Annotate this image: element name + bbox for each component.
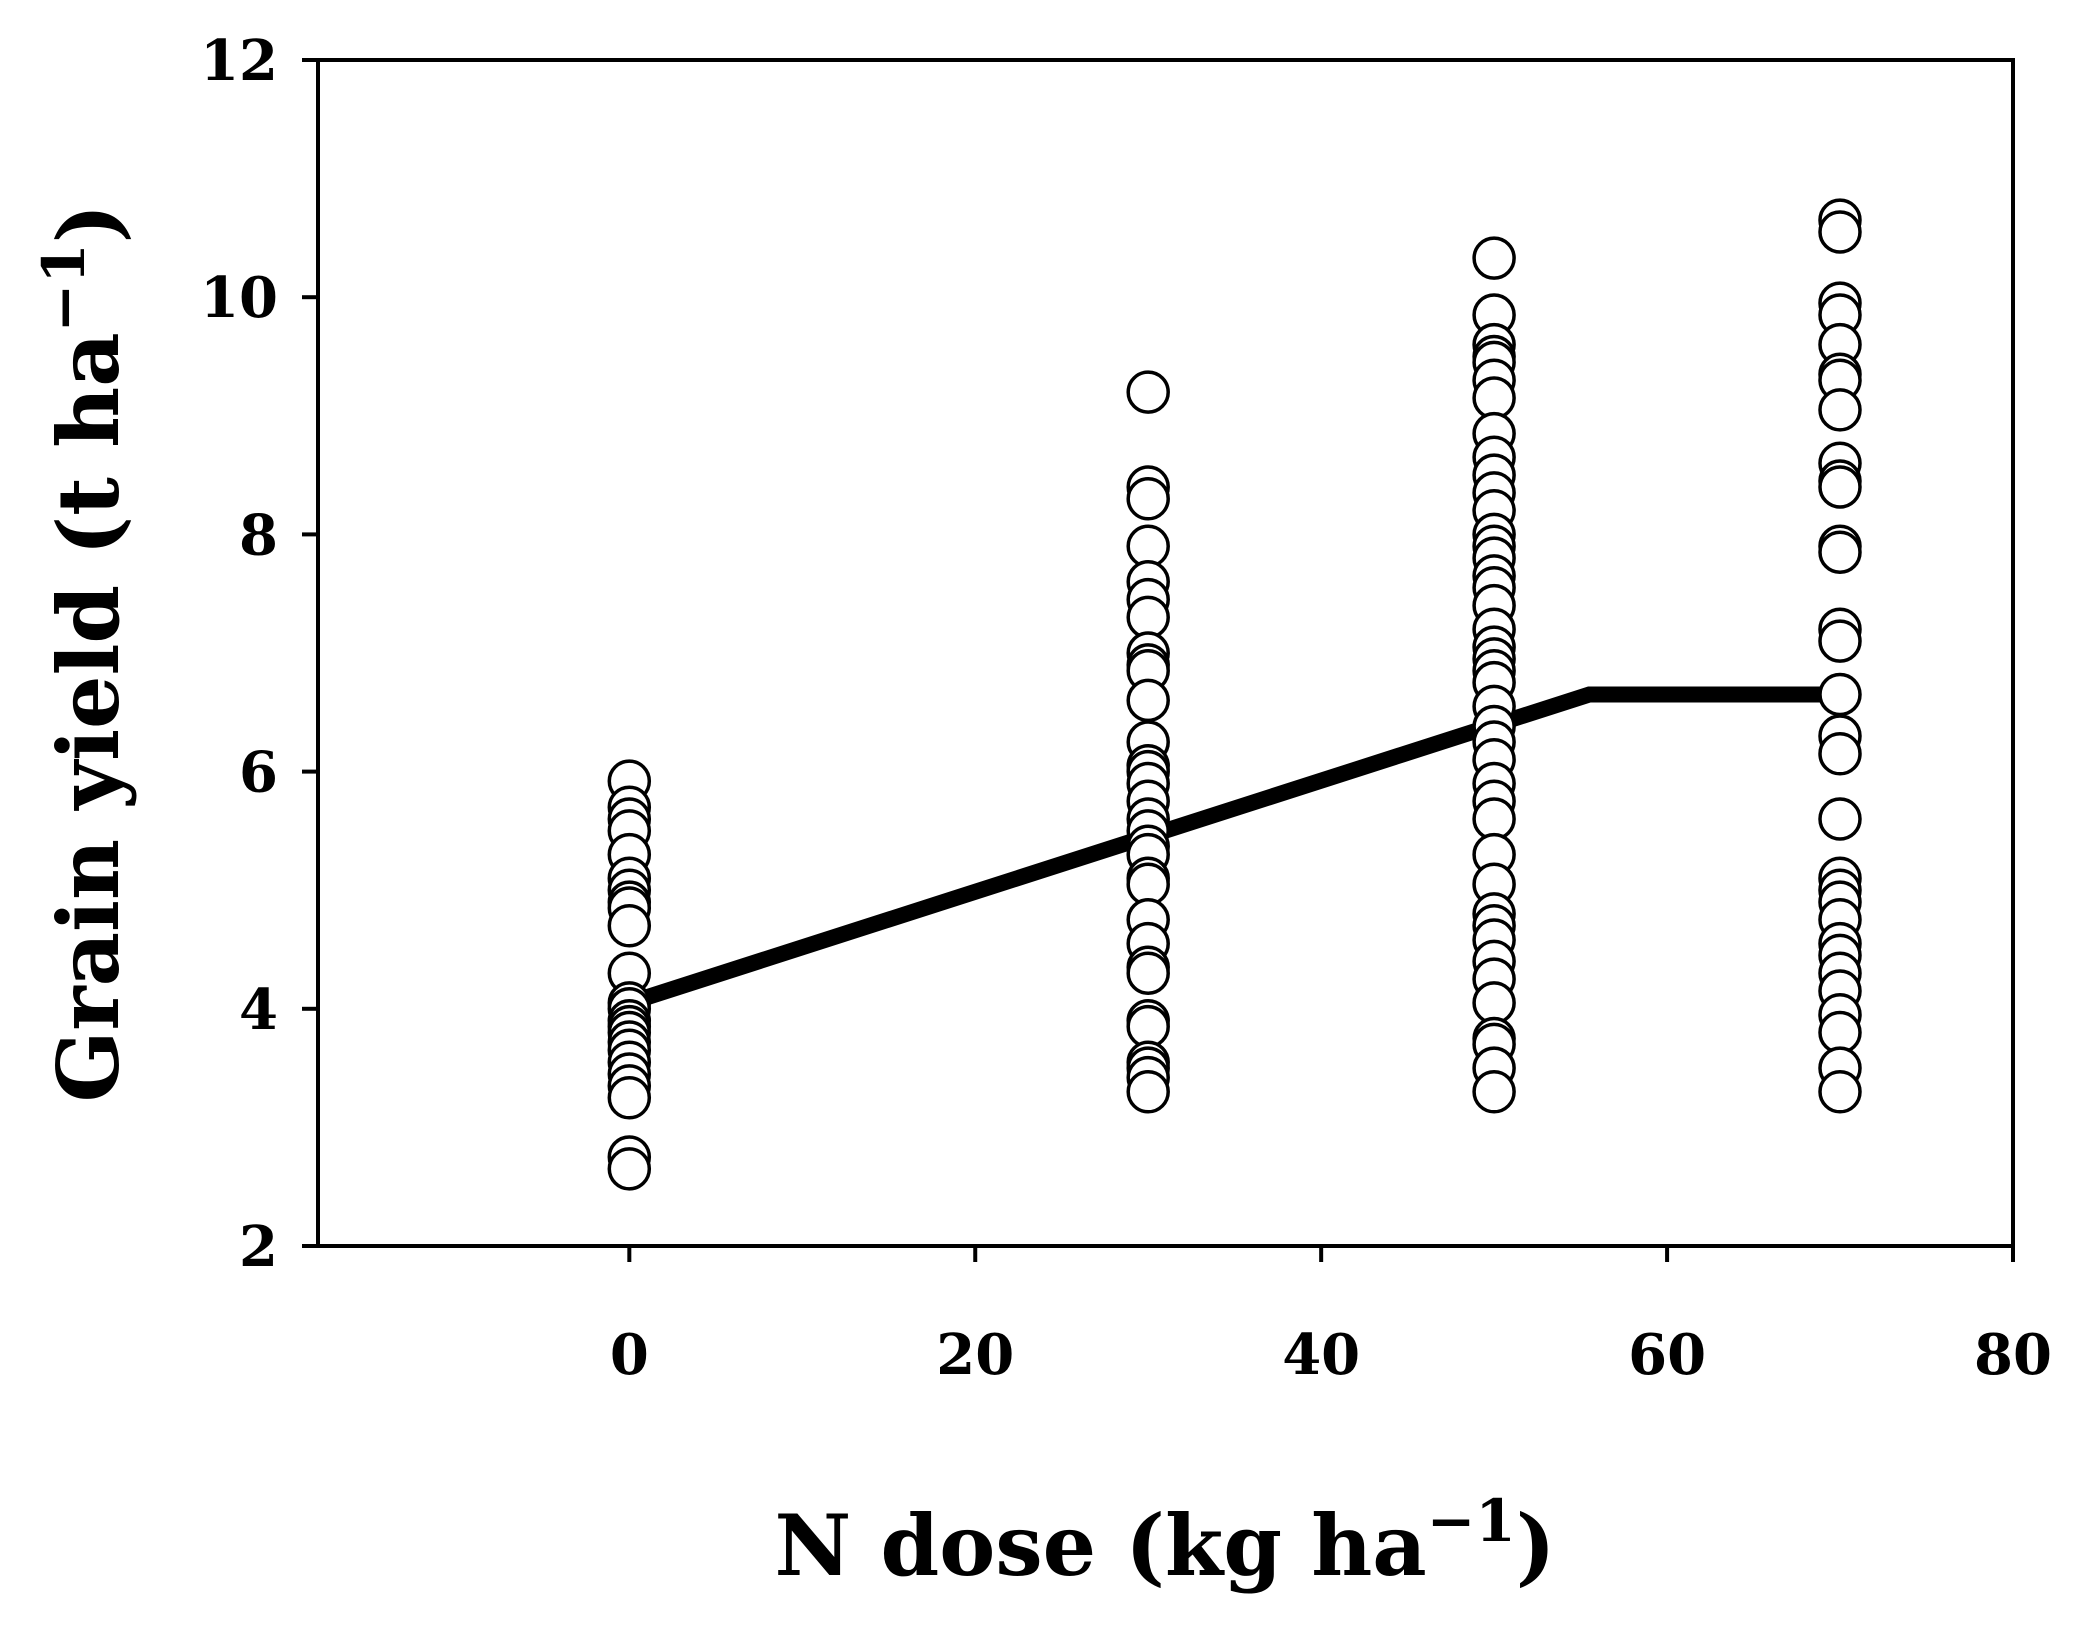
data-point xyxy=(1818,797,1862,841)
x-tick-label: 40 xyxy=(1282,1322,1360,1388)
data-point xyxy=(607,1147,652,1191)
data-point xyxy=(1818,210,1862,254)
y-tick-label: 6 xyxy=(239,740,278,806)
y-axis-title-text: Grain yield (t ha xyxy=(39,332,138,1102)
x-axis-title-sup: −1 xyxy=(1427,1487,1516,1555)
x-axis-title-close: ) xyxy=(1516,1496,1556,1595)
data-point xyxy=(1126,678,1170,723)
data-point xyxy=(1126,951,1170,995)
data-point xyxy=(1818,672,1862,717)
x-tick-label: 20 xyxy=(936,1322,1014,1388)
data-point xyxy=(1472,1070,1516,1114)
x-tick-label: 0 xyxy=(610,1322,649,1388)
data-point xyxy=(1818,530,1862,574)
x-axis-title-text: N dose (kg ha xyxy=(775,1496,1427,1595)
y-tick-label: 10 xyxy=(200,265,278,331)
plot-frame xyxy=(316,58,2015,1248)
data-point xyxy=(1818,1070,1862,1114)
axes-layer: 2 4 6 8 10 12 0 20 40 60 80 xyxy=(200,28,2052,1388)
y-tick-label: 8 xyxy=(239,502,278,568)
fit-line-layer xyxy=(626,686,1840,1011)
y-axis-title-close: ) xyxy=(39,204,138,244)
plot-area xyxy=(316,58,2015,1248)
x-axis-title: N dose (kg ha−1) xyxy=(775,1487,1556,1595)
data-point xyxy=(607,904,652,948)
y-tick-label: 2 xyxy=(239,1214,278,1280)
data-point xyxy=(1818,732,1862,776)
fit-line xyxy=(626,686,1840,1011)
data-point xyxy=(1126,1070,1170,1114)
data-point xyxy=(607,1076,652,1120)
data-point xyxy=(1472,236,1516,280)
x-tick-label: 60 xyxy=(1628,1322,1706,1388)
data-point xyxy=(1818,388,1862,432)
y-tick-label: 4 xyxy=(239,977,278,1043)
data-point xyxy=(1126,477,1170,521)
data-point xyxy=(1818,465,1862,509)
data-point xyxy=(1818,619,1862,663)
x-tick-label: 80 xyxy=(1974,1322,2052,1388)
y-tick-label: 12 xyxy=(200,28,278,94)
points-layer xyxy=(607,198,1862,1191)
y-axis-title-sup: −1 xyxy=(30,243,98,332)
y-axis-title: Grain yield (t ha−1) xyxy=(30,204,138,1103)
data-point xyxy=(1126,370,1170,414)
